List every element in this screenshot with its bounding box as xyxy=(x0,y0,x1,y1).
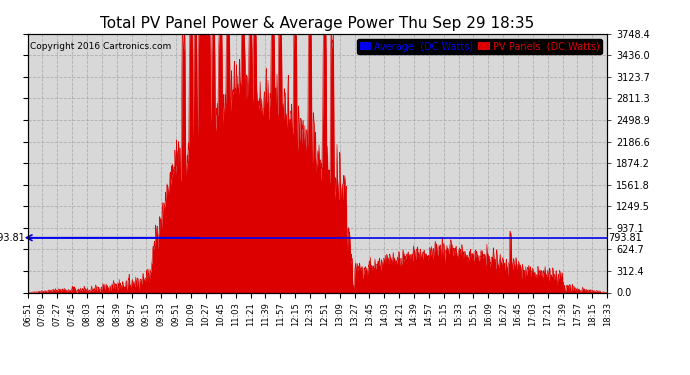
Legend: Average  (DC Watts), PV Panels  (DC Watts): Average (DC Watts), PV Panels (DC Watts) xyxy=(357,39,602,54)
Text: 793.81: 793.81 xyxy=(0,233,25,243)
Text: 793.81: 793.81 xyxy=(609,233,642,243)
Title: Total PV Panel Power & Average Power Thu Sep 29 18:35: Total PV Panel Power & Average Power Thu… xyxy=(100,16,535,31)
Text: Copyright 2016 Cartronics.com: Copyright 2016 Cartronics.com xyxy=(30,42,172,51)
